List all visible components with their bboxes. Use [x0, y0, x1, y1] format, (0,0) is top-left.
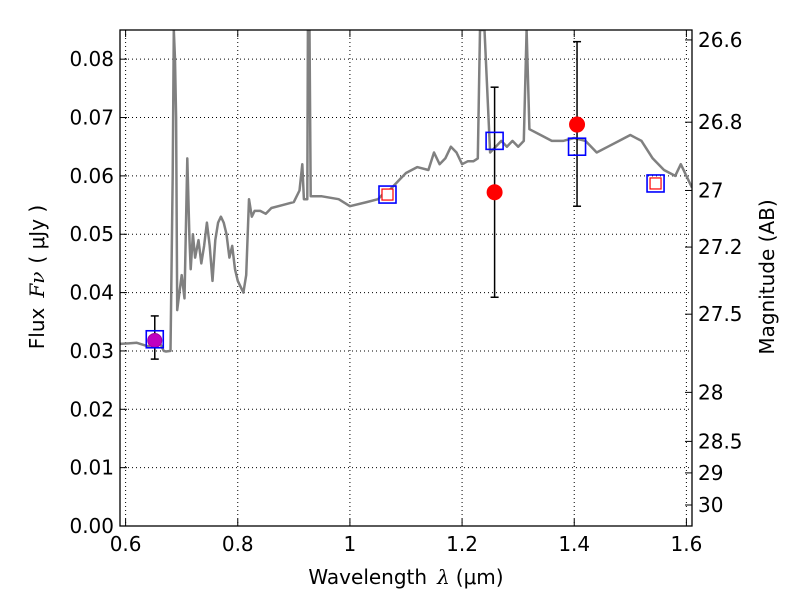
y2-tick-label: 30	[698, 493, 723, 517]
y2-tick-label: 27.5	[698, 302, 743, 326]
y-tick-label: 0.05	[69, 222, 114, 246]
x-tick-label: 1.2	[446, 532, 478, 556]
axis-ticks	[120, 30, 692, 527]
y-tick-label: 0.00	[69, 514, 114, 538]
y2-tick-label: 27	[698, 178, 723, 202]
y-tick-label: 0.08	[69, 47, 114, 71]
model-photometry-point	[145, 329, 165, 349]
y2-tick-label: 26.6	[698, 28, 743, 52]
y-tick-label: 0.06	[69, 164, 114, 188]
y-tick-label: 0.03	[69, 339, 114, 363]
x-tick-label: 1.6	[670, 532, 702, 556]
plot-frame	[119, 29, 693, 527]
y-tick-label: 0.02	[69, 397, 114, 421]
y-tick-label: 0.01	[69, 456, 114, 480]
model-photometry-point	[378, 185, 397, 204]
model-photometry-point	[485, 131, 504, 151]
y2-tick-label: 28.5	[698, 429, 743, 453]
y2-tick-label: 27.2	[698, 235, 743, 259]
x-axis-symbol: λ	[436, 565, 450, 589]
y-tick-label: 0.07	[69, 106, 114, 130]
model-photometry-point	[646, 174, 665, 193]
observed-point	[569, 116, 586, 133]
x-tick-label: 1	[344, 532, 357, 556]
error-bars	[150, 40, 582, 360]
x-tick-label: 1.4	[558, 532, 590, 556]
y2-tick-label: 29	[698, 461, 723, 485]
observed-point	[486, 184, 503, 201]
y2-tick-label: 26.8	[698, 110, 743, 134]
y-axis-symbol: Fν	[25, 272, 49, 299]
x-tick-label: 0.6	[110, 532, 142, 556]
model-sed-series	[120, 30, 692, 353]
photometry-markers	[145, 116, 665, 349]
model-sed-line	[120, 30, 692, 353]
observed-point	[381, 188, 394, 201]
y2-tick-label: 28	[698, 380, 723, 404]
x-axis-unit: (μm)	[456, 565, 504, 589]
y-tick-label: 0.04	[69, 281, 114, 305]
grid	[120, 30, 692, 526]
x-axis-title-prefix: Wavelength	[308, 565, 427, 589]
y2-axis-title: Magnitude (AB)	[755, 199, 779, 354]
y-axis-unit: ( μJy )	[25, 205, 49, 264]
model-photometry-point	[567, 137, 587, 157]
observed-point	[649, 177, 662, 190]
x-axis-title: Wavelength λ (μm)	[308, 565, 503, 589]
x-tick-label: 0.8	[222, 532, 254, 556]
observed-point	[147, 332, 163, 348]
tick-labels: 0.6 0.8 1 1.2 1.4 1.6 0.00 0.01 0.02 0.03 0.04 0.05…	[69, 28, 742, 556]
y-axis-title-prefix: Flux	[25, 307, 49, 349]
y-axis-title: Flux Fν ( μJy )	[25, 205, 49, 349]
